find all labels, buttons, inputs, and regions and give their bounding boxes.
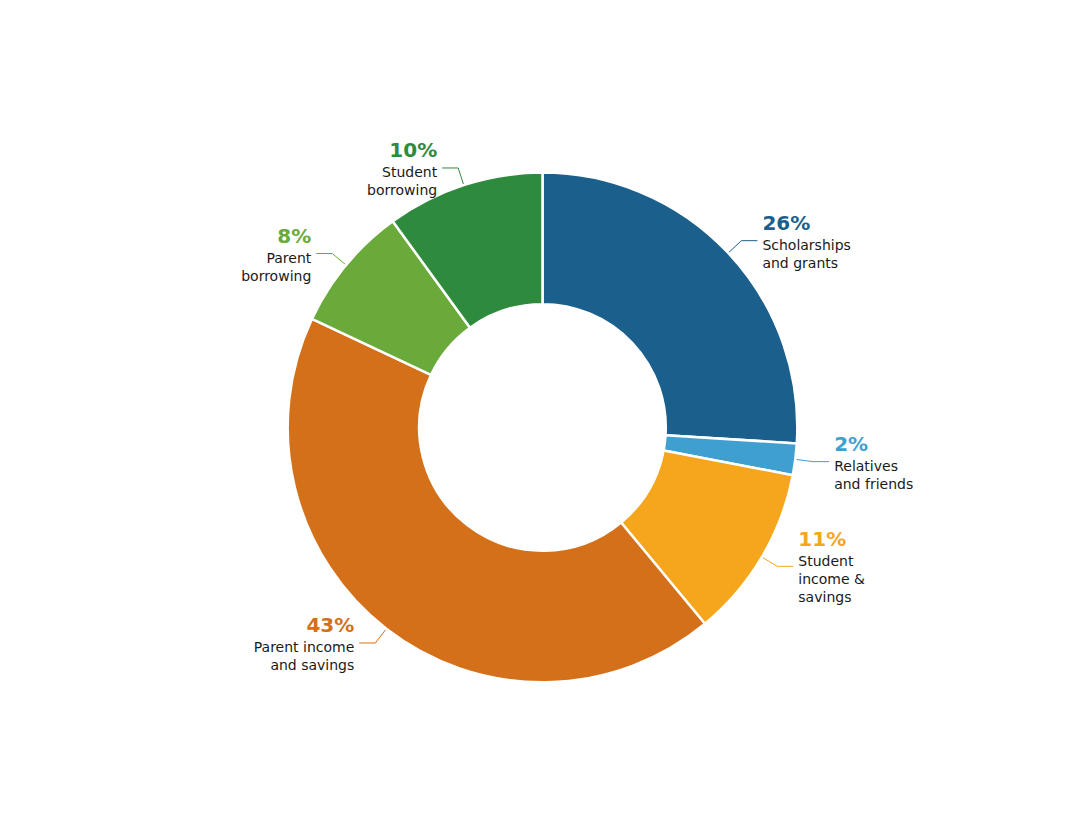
- svg-text:8%: 8%: [277, 224, 311, 248]
- svg-text:11%: 11%: [798, 527, 846, 551]
- svg-text:Student: Student: [798, 553, 854, 569]
- svg-text:43%: 43%: [306, 613, 354, 637]
- svg-text:2%: 2%: [834, 432, 868, 456]
- svg-text:26%: 26%: [762, 211, 810, 235]
- svg-text:and friends: and friends: [834, 476, 913, 492]
- svg-text:Relatives: Relatives: [834, 458, 898, 474]
- svg-text:savings: savings: [798, 589, 851, 605]
- svg-text:10%: 10%: [389, 138, 437, 162]
- svg-text:Student: Student: [382, 164, 438, 180]
- svg-text:and grants: and grants: [762, 255, 838, 271]
- svg-text:Scholarships: Scholarships: [762, 237, 850, 253]
- svg-text:borrowing: borrowing: [367, 182, 437, 198]
- svg-text:Parent income: Parent income: [254, 639, 355, 655]
- svg-text:and savings: and savings: [270, 657, 354, 673]
- svg-text:income &: income &: [798, 571, 865, 587]
- svg-text:borrowing: borrowing: [241, 268, 311, 284]
- svg-text:Parent: Parent: [266, 250, 311, 266]
